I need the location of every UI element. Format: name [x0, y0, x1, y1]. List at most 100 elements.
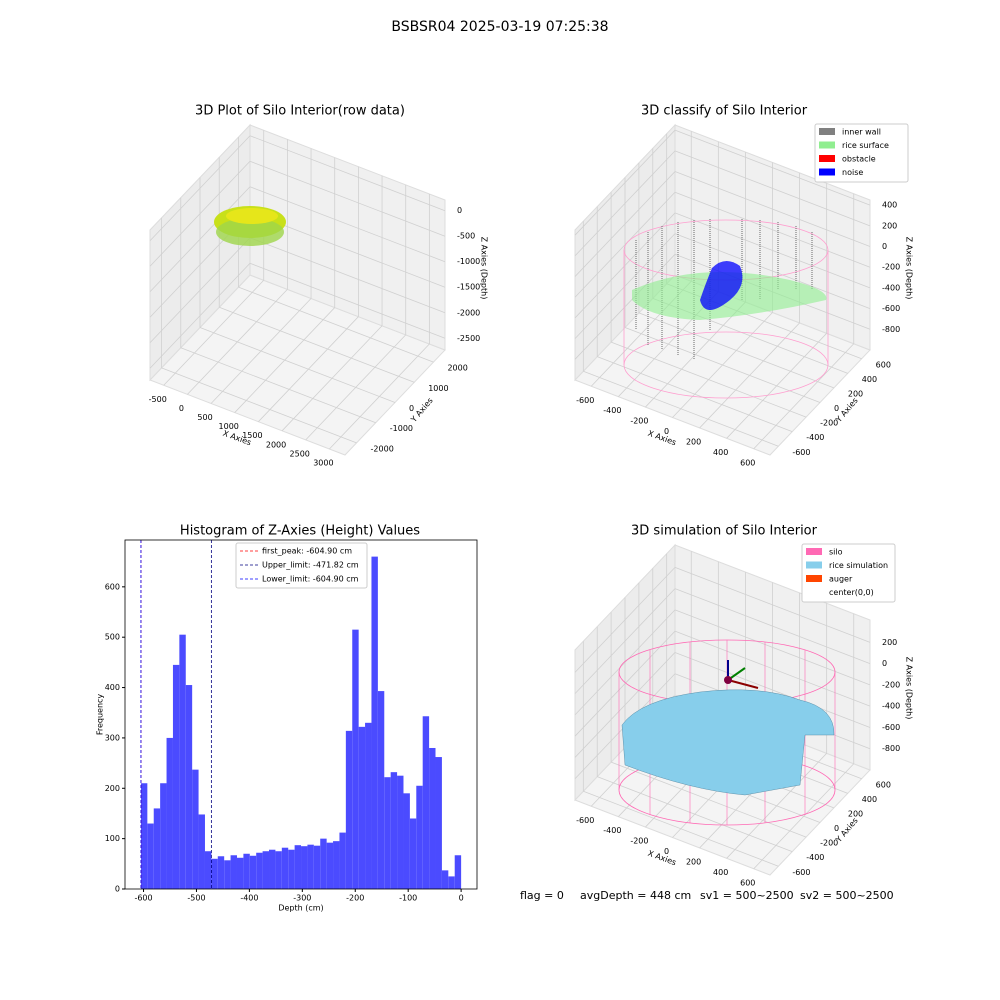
status-avg-depth: avgDepth = 448 cm [580, 889, 691, 902]
grid-line [249, 186, 446, 263]
bar [198, 814, 205, 889]
bar [339, 832, 346, 889]
grid-line [199, 327, 396, 403]
bar [422, 716, 430, 889]
bar [153, 808, 161, 889]
bar [179, 634, 186, 889]
bar [204, 851, 212, 889]
z-tick-label: 0 [882, 242, 887, 251]
x-tick-label: -400 [603, 406, 621, 415]
x-tick-label: 0 [664, 427, 669, 436]
x-tick-label: -400 [240, 894, 258, 903]
point-cloud [216, 218, 284, 246]
bar [441, 870, 449, 889]
grid-line [574, 233, 676, 339]
status-flag: flag = 0 [520, 889, 564, 902]
y-tick-label: 300 [105, 733, 120, 742]
bar [397, 775, 404, 889]
bar [384, 777, 391, 889]
bar [352, 629, 359, 889]
bar [358, 726, 366, 889]
grid-line [574, 567, 676, 673]
legend-label: inner wall [842, 128, 881, 137]
rice-simulation [621, 689, 835, 796]
bar [275, 851, 282, 889]
grid-line [597, 776, 793, 853]
grid-line [161, 367, 357, 444]
bar [448, 876, 455, 889]
grid-line [674, 129, 871, 206]
bar [185, 685, 193, 889]
grid-line [249, 160, 446, 237]
y-tick-label: 200 [848, 809, 863, 818]
grid-line [574, 150, 676, 257]
x-tick-label: 200 [686, 857, 701, 866]
x-tick-label: 1000 [219, 422, 239, 431]
grid-line [219, 306, 415, 383]
grid-line [574, 630, 676, 737]
grid-line [574, 652, 676, 758]
x-tick-label: -500 [187, 894, 205, 903]
point-cloud [226, 208, 278, 224]
y-tick-label: 600 [105, 582, 120, 591]
legend-swatch [806, 561, 822, 569]
grid-line [674, 233, 871, 309]
grid-line [574, 212, 676, 319]
grid-line [149, 160, 251, 267]
legend-label: auger [829, 575, 853, 584]
bar [211, 858, 218, 889]
x-tick-label: -500 [149, 395, 167, 404]
chart-title: 3D Plot of Silo Interior(row data) [195, 104, 405, 119]
bar [160, 783, 167, 889]
legend-box [235, 542, 368, 589]
y-tick-label: 100 [105, 834, 120, 843]
z-tick-label: -600 [882, 304, 900, 313]
y-tick-label: -400 [806, 433, 824, 442]
x-tick-label: -200 [630, 417, 648, 426]
x-tick-label: -600 [576, 816, 594, 825]
x-tick-label: 2500 [290, 449, 310, 458]
z-tick-label: -400 [882, 283, 900, 292]
bar [390, 772, 398, 889]
z-axis-label: Z Axies (Depth) [905, 237, 914, 300]
bar [256, 852, 263, 889]
bar [365, 722, 372, 889]
x-tick-label: 600 [740, 878, 755, 887]
legend-swatch [819, 155, 835, 162]
legend-label: rice simulation [829, 561, 888, 570]
legend-swatch [819, 168, 835, 176]
legend-label: noise [842, 168, 863, 177]
x-tick-label: 500 [197, 413, 212, 422]
x-tick-label: 2000 [266, 440, 286, 449]
x-tick-label: 400 [713, 448, 728, 457]
legend-label: Upper_limit: -471.82 cm [262, 561, 359, 570]
grid-line [574, 171, 676, 277]
y-tick-label: -600 [792, 868, 810, 877]
legend-swatch [806, 548, 822, 555]
x-tick-label: -200 [346, 894, 364, 903]
z-tick-label: 200 [882, 638, 897, 647]
x-tick-label: 0 [664, 847, 669, 856]
grid-line [674, 588, 871, 664]
legend-swatch [806, 588, 822, 596]
x-tick-label: 400 [713, 868, 728, 877]
center-marker [724, 676, 732, 684]
grid-line [149, 237, 251, 344]
chart-title: 3D classify of Silo Interior [641, 104, 808, 119]
bar [140, 783, 148, 889]
bar [454, 855, 462, 889]
bar [230, 855, 237, 889]
z-tick-label: 400 [882, 201, 897, 210]
grid-line [149, 186, 251, 293]
z-tick-label: -800 [882, 325, 900, 334]
bar [269, 849, 276, 889]
bar [224, 860, 231, 889]
legend-label: silo [829, 548, 843, 557]
y-tick-label: -600 [792, 448, 810, 457]
x-tick-label: 600 [740, 458, 755, 467]
grid-line [674, 566, 871, 643]
grid-line [149, 135, 251, 241]
z-axis-label: Z Axies (Depth) [480, 237, 489, 300]
bar [416, 785, 423, 889]
x-tick-label: 3000 [313, 458, 333, 467]
